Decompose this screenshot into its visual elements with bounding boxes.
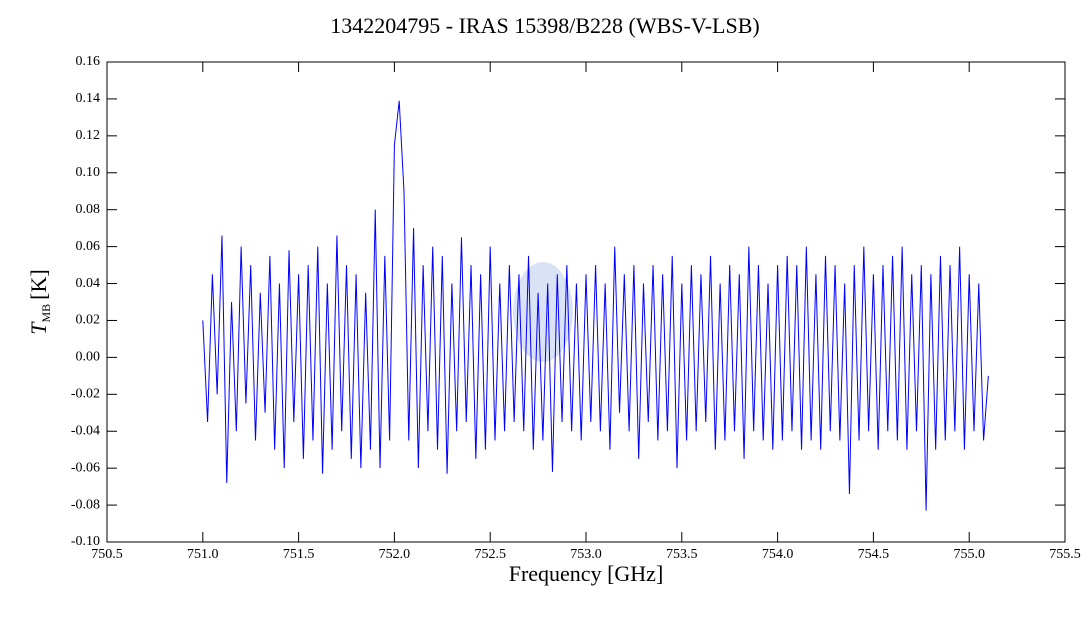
spectrum-line [202,100,989,511]
y-tick-label: 0.08 [76,202,101,217]
x-tick-label: 755.5 [1049,547,1081,562]
y-tick-label: 0.06 [76,239,101,254]
x-tick-label: 753.5 [666,547,698,562]
chart-title: 1342204795 - IRAS 15398/B228 (WBS-V-LSB) [330,13,759,38]
y-tick-label: -0.04 [71,423,100,438]
y-tick-label: 0.00 [76,350,101,365]
y-tick-label: -0.06 [71,460,100,475]
y-tick-label: -0.08 [71,497,100,512]
y-tick-label: -0.10 [71,534,100,549]
y-tick-label: -0.02 [71,387,100,402]
y-tick-label: 0.10 [76,165,101,180]
x-tick-label: 752.0 [379,547,411,562]
y-tick-label: 0.04 [76,276,101,291]
y-tick-label: 0.16 [76,54,101,69]
y-tick-label: 0.12 [76,128,101,143]
x-tick-label: 753.0 [570,547,602,562]
x-tick-label: 754.5 [858,547,890,562]
x-axis-label: Frequency [GHz] [509,561,664,586]
y-tick-label: 0.14 [76,91,101,106]
y-axis-label: TMB [K] [26,269,53,334]
y-label-symbol: T [26,321,51,335]
y-tick-label: 0.02 [76,313,101,328]
y-label-subscript: MB [39,304,53,323]
x-tick-label: 755.0 [953,547,985,562]
x-tick-label: 751.5 [283,547,315,562]
y-label-unit: [K] [26,269,51,300]
plot-frame [106,61,1066,543]
x-tick-label: 750.5 [91,547,123,562]
x-tick-label: 754.0 [762,547,794,562]
y-axis-label-text: TMB [K] [26,269,53,334]
x-tick-label: 752.5 [474,547,506,562]
x-tick-label: 751.0 [187,547,219,562]
